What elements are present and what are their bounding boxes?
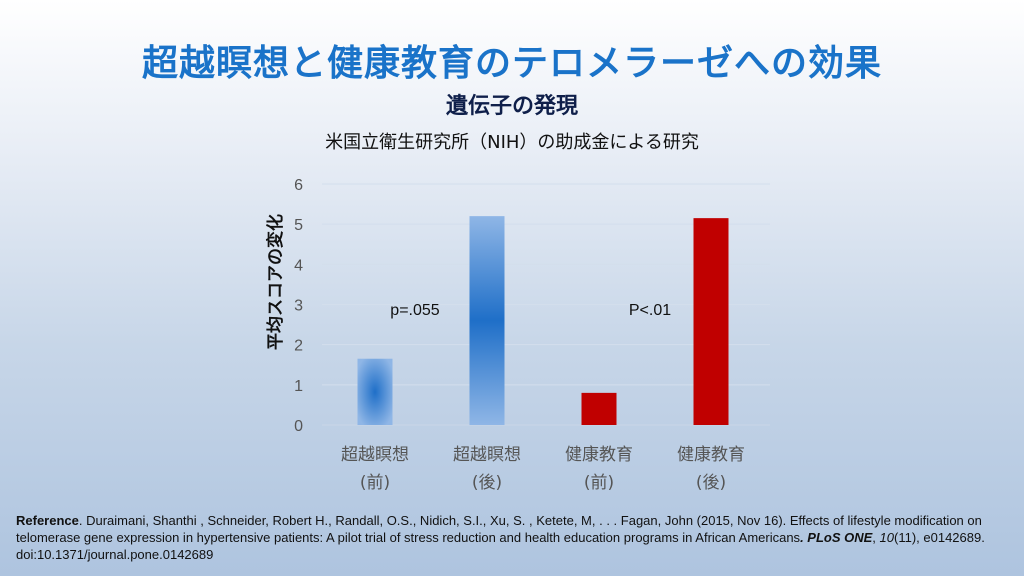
y-tick-label: 4	[294, 257, 303, 274]
annotation-tm: p=.055	[390, 302, 439, 319]
y-axis-label: 平均スコアの変化	[265, 214, 286, 350]
y-tick-label: 0	[294, 418, 303, 435]
y-tick-label: 5	[294, 217, 303, 234]
x-tick-label: 健康教育	[677, 445, 745, 465]
slide-title: 超越瞑想と健康教育のテロメラーゼへの効果	[141, 43, 882, 84]
bar	[469, 216, 505, 425]
annotation-he: P<.01	[629, 302, 671, 319]
funding-caption: 米国立衛生研究所（NIH）の助成金による研究	[325, 132, 699, 153]
x-tick-label: 超越瞑想	[453, 445, 521, 465]
reference-text: . Duraimani, Shanthi , Schneider, Robert…	[16, 513, 982, 545]
x-tick-label: 超越瞑想	[341, 445, 409, 465]
bar	[581, 392, 617, 425]
y-tick-label: 6	[294, 177, 303, 194]
x-tick-label: (前)	[360, 473, 390, 493]
bar	[693, 218, 729, 425]
reference-volume: 10	[879, 530, 894, 545]
y-tick-label: 1	[294, 378, 303, 395]
reference-journal: . PLoS ONE	[800, 530, 873, 545]
reference-doi: (11), e0142689. doi:10.1371/journal.pone…	[16, 530, 985, 562]
bar	[357, 358, 393, 425]
reference: Reference. Duraimani, Shanthi , Schneide…	[16, 513, 985, 562]
y-tick-label: 2	[294, 338, 303, 355]
slide-subtitle: 遺伝子の発現	[445, 94, 578, 119]
x-tick-label: (前)	[584, 473, 614, 493]
y-tick-label: 3	[294, 298, 303, 315]
x-tick-label: (後)	[696, 473, 726, 493]
x-tick-label: 健康教育	[565, 445, 633, 465]
reference-label: Reference	[16, 513, 79, 528]
x-tick-label: (後)	[472, 473, 502, 493]
